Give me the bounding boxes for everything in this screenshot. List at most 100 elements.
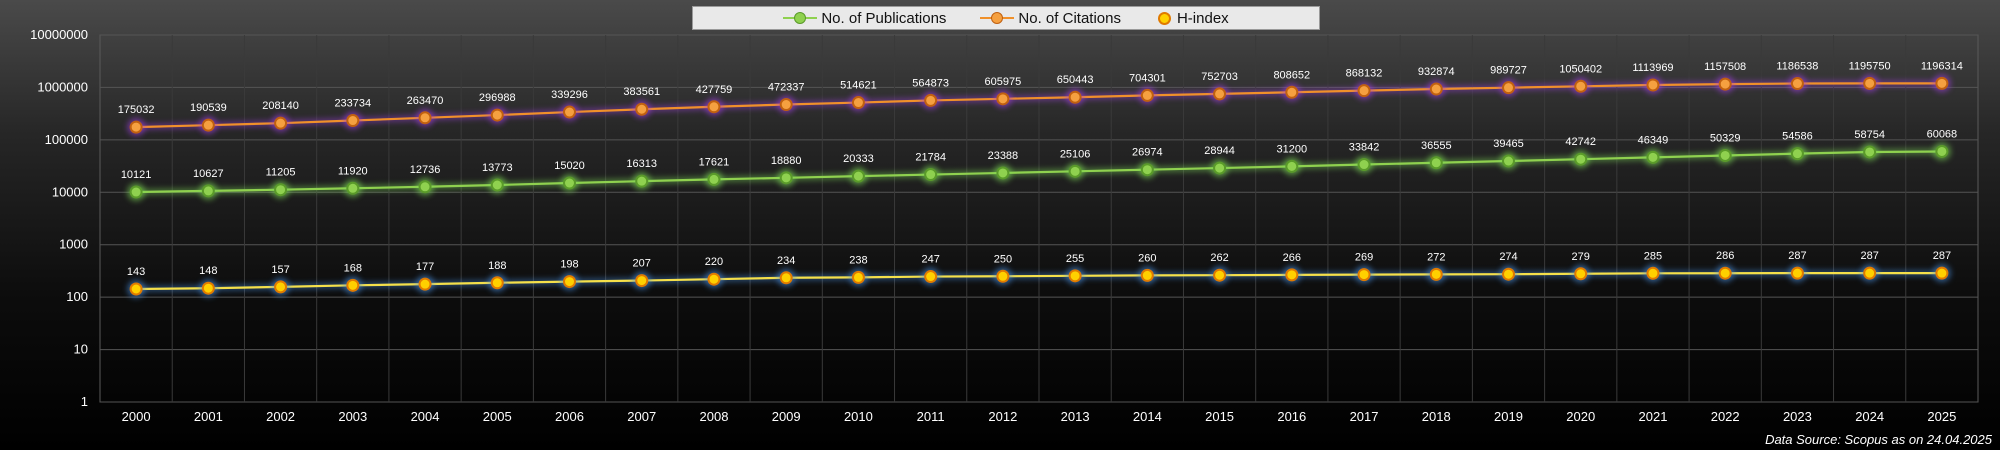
data-label: 238 (849, 254, 867, 266)
series-group (127, 74, 1951, 298)
data-point (418, 180, 432, 194)
y-tick-label: 100 (66, 289, 88, 304)
data-point (996, 166, 1010, 180)
data-label: 1157508 (1704, 61, 1746, 73)
y-tick-label: 10 (74, 342, 88, 357)
data-point (1357, 84, 1371, 98)
data-point (1502, 154, 1515, 168)
series-line (136, 272, 1942, 291)
data-label: 54586 (1782, 131, 1813, 143)
data-label: 168 (344, 262, 362, 274)
data-point (490, 108, 504, 122)
data-label: 31200 (1277, 143, 1308, 155)
data-label: 262 (1210, 252, 1228, 264)
data-label: 650443 (1057, 74, 1094, 86)
data-label: 15020 (554, 160, 585, 172)
data-label: 208140 (262, 100, 299, 112)
data-label: 1050402 (1559, 63, 1602, 75)
data-point (1718, 148, 1732, 162)
data-point (1213, 268, 1227, 282)
x-tick-label: 2018 (1422, 409, 1451, 424)
x-tick-label: 2015 (1205, 409, 1234, 424)
data-point (274, 183, 288, 197)
data-label: 10121 (121, 169, 152, 181)
data-label: 704301 (1129, 72, 1166, 84)
data-label: 272 (1427, 251, 1445, 263)
data-point (1068, 269, 1082, 283)
data-point (1357, 268, 1371, 282)
series-0 (127, 142, 1951, 202)
data-label: 10627 (193, 168, 224, 180)
data-point (779, 98, 793, 112)
data-point (490, 178, 504, 192)
data-point (851, 96, 865, 110)
data-label: 12736 (410, 164, 441, 176)
data-label: 36555 (1421, 140, 1452, 152)
data-point (996, 92, 1010, 106)
citations-line-marker-icon (980, 11, 1015, 25)
data-label: 21784 (915, 152, 946, 164)
data-label: 148 (199, 265, 217, 277)
data-label: 296988 (479, 92, 516, 104)
x-tick-label: 2011 (917, 409, 945, 424)
data-point (924, 93, 938, 107)
grid-lines (99, 34, 1979, 403)
data-point (1790, 147, 1804, 161)
data-point (274, 116, 288, 130)
data-point (1140, 268, 1154, 282)
x-tick-label: 2020 (1566, 409, 1595, 424)
data-label: 188 (488, 260, 506, 272)
data-label: 752703 (1201, 71, 1238, 83)
x-tick-label: 2007 (627, 409, 656, 424)
data-point (563, 105, 576, 119)
x-tick-label: 2021 (1639, 409, 1668, 424)
x-tick-label: 2010 (844, 409, 873, 424)
data-label: 269 (1355, 252, 1373, 264)
data-label: 220 (705, 256, 723, 268)
data-label: 1195750 (1849, 60, 1891, 72)
data-point (924, 270, 938, 284)
data-point (1285, 85, 1299, 99)
data-label: 11205 (266, 167, 296, 179)
data-point (201, 118, 215, 132)
data-point (1068, 90, 1082, 104)
data-label: 1196314 (1921, 60, 1963, 72)
data-label: 16313 (626, 158, 657, 170)
data-point (1213, 161, 1227, 175)
x-tick-label: 2014 (1133, 409, 1162, 424)
data-label: 247 (921, 254, 939, 266)
data-point (1574, 79, 1588, 93)
x-tick-label: 2006 (555, 409, 584, 424)
data-label: 20333 (843, 153, 874, 165)
data-label: 28944 (1204, 145, 1235, 157)
data-point (1646, 150, 1660, 164)
x-tick-label: 2008 (700, 409, 729, 424)
data-point (1285, 159, 1299, 173)
data-point (1935, 266, 1949, 280)
data-label: 39465 (1493, 138, 1524, 150)
x-tick-label: 2009 (772, 409, 801, 424)
legend-item-h-index: H-index (1155, 10, 1229, 27)
data-point (1140, 88, 1154, 102)
data-label: 11920 (338, 165, 368, 177)
x-tick-label: 2012 (988, 409, 1017, 424)
data-point (1140, 163, 1154, 177)
data-point (1574, 152, 1588, 166)
data-point (1213, 87, 1227, 101)
x-tick-label: 2016 (1277, 409, 1306, 424)
data-label: 255 (1066, 253, 1084, 265)
data-point (1935, 76, 1949, 90)
data-point (201, 281, 215, 295)
data-point (1502, 267, 1515, 281)
data-label: 564873 (912, 77, 949, 89)
x-tick-label: 2004 (411, 409, 440, 424)
x-tick-label: 2024 (1855, 409, 1884, 424)
data-label: 175032 (118, 104, 155, 116)
x-tick-label: 2025 (1927, 409, 1956, 424)
data-label: 60068 (1927, 128, 1958, 140)
data-point (129, 185, 143, 199)
y-tick-label: 10000000 (30, 27, 88, 42)
data-label: 42742 (1565, 136, 1596, 148)
data-label: 190539 (190, 102, 227, 114)
data-label: 157 (271, 264, 289, 276)
